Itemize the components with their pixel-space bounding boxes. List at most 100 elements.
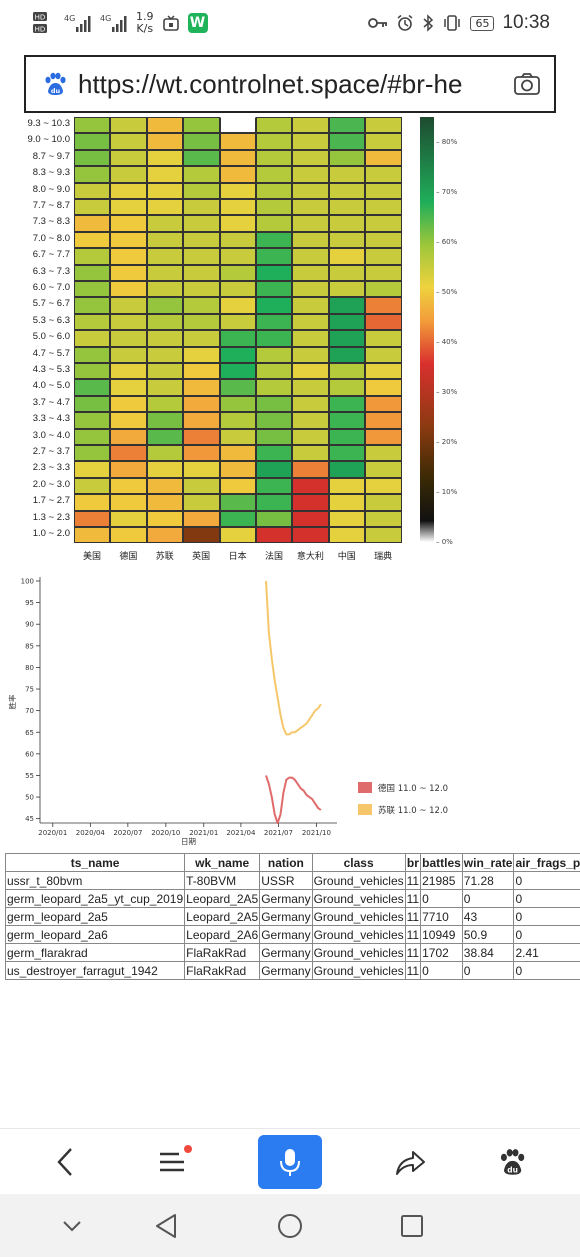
heatmap-cell[interactable]: [292, 346, 329, 363]
heatmap-cell[interactable]: [74, 149, 111, 167]
heatmap-cell[interactable]: [146, 395, 184, 413]
system-recents-button[interactable]: [394, 1208, 430, 1244]
heatmap-cell[interactable]: [219, 133, 256, 150]
heatmap-cell[interactable]: [183, 428, 220, 445]
heatmap-cell[interactable]: [146, 149, 184, 167]
heatmap-cell[interactable]: [256, 428, 293, 445]
heatmap-cell[interactable]: [183, 149, 220, 167]
heatmap-cell[interactable]: [146, 363, 184, 380]
share-button[interactable]: [378, 1135, 442, 1189]
heatmap-cell[interactable]: [292, 182, 329, 199]
heatmap-cell[interactable]: [292, 363, 329, 380]
heatmap-cell[interactable]: [219, 313, 256, 331]
heatmap-cell[interactable]: [292, 428, 329, 445]
table-header-cell[interactable]: win_rate: [461, 853, 515, 872]
heatmap-cell[interactable]: [328, 215, 366, 232]
heatmap-cell[interactable]: [292, 215, 329, 232]
heatmap-cell[interactable]: [74, 510, 111, 527]
table-header-cell[interactable]: nation: [259, 853, 313, 872]
heatmap-cell[interactable]: [183, 510, 220, 527]
heatmap-cell[interactable]: [328, 199, 366, 216]
heatmap-cell[interactable]: [219, 363, 256, 380]
system-home-button[interactable]: [272, 1208, 308, 1244]
heatmap-cell[interactable]: [292, 117, 329, 134]
heatmap-cell[interactable]: [328, 461, 366, 478]
heatmap-cell[interactable]: [146, 477, 184, 495]
url-text[interactable]: https://wt.controlnet.space/#br-he: [78, 68, 463, 99]
heatmap-cell[interactable]: [183, 379, 220, 396]
heatmap-cell[interactable]: [146, 412, 184, 429]
heatmap-cell[interactable]: [219, 395, 256, 413]
heatmap-cell[interactable]: [365, 117, 402, 134]
heatmap-cell[interactable]: [365, 215, 402, 232]
heatmap-cell[interactable]: [328, 231, 366, 249]
heatmap-cell[interactable]: [183, 117, 220, 134]
heatmap-cell[interactable]: [365, 346, 402, 363]
heatmap-cell[interactable]: [74, 363, 111, 380]
heatmap-cell[interactable]: [365, 477, 402, 495]
heatmap-cell[interactable]: [365, 330, 402, 347]
heatmap-cell[interactable]: [256, 182, 293, 199]
heatmap-cell[interactable]: [365, 412, 402, 429]
heatmap-cell[interactable]: [110, 346, 147, 363]
heatmap-cell[interactable]: [328, 346, 366, 363]
heatmap-cell[interactable]: [219, 527, 256, 544]
heatmap-cell[interactable]: [365, 379, 402, 396]
heatmap-cell[interactable]: [183, 281, 220, 298]
heatmap-cell[interactable]: [328, 494, 366, 511]
heatmap-cell[interactable]: [183, 297, 220, 314]
heatmap-cell[interactable]: [256, 149, 293, 167]
heatmap-cell[interactable]: [256, 215, 293, 232]
heatmap-cell[interactable]: [110, 330, 147, 347]
heatmap-cell[interactable]: [365, 395, 402, 413]
heatmap-cell[interactable]: [110, 412, 147, 429]
heatmap-cell[interactable]: [183, 363, 220, 380]
heatmap-cell[interactable]: [110, 117, 147, 134]
heatmap-cell[interactable]: [219, 428, 256, 445]
heatmap-cell[interactable]: [74, 133, 111, 150]
heatmap-cell[interactable]: [74, 297, 111, 314]
heatmap-cell[interactable]: [292, 166, 329, 183]
heatmap-cell[interactable]: [219, 412, 256, 429]
heatmap-cell[interactable]: [328, 510, 366, 527]
heatmap-cell[interactable]: [146, 445, 184, 462]
heatmap-cell[interactable]: [110, 297, 147, 314]
heatmap-cell[interactable]: [365, 281, 402, 298]
heatmap-cell[interactable]: [365, 461, 402, 478]
heatmap-cell[interactable]: [365, 494, 402, 511]
heatmap-cell[interactable]: [292, 510, 329, 527]
heatmap-cell[interactable]: [183, 231, 220, 249]
heatmap-cell[interactable]: [292, 412, 329, 429]
heatmap-cell[interactable]: [256, 445, 293, 462]
heatmap-cell[interactable]: [256, 494, 293, 511]
table-header-cell[interactable]: br: [404, 853, 422, 872]
heatmap-cell[interactable]: [110, 379, 147, 396]
heatmap-cell[interactable]: [146, 330, 184, 347]
heatmap-cell[interactable]: [219, 117, 256, 134]
table-header-cell[interactable]: class: [311, 853, 406, 872]
heatmap-cell[interactable]: [365, 166, 402, 183]
heatmap-cell[interactable]: [183, 461, 220, 478]
heatmap-cell[interactable]: [74, 346, 111, 363]
heatmap-cell[interactable]: [256, 379, 293, 396]
heatmap-cell[interactable]: [292, 149, 329, 167]
heatmap-cell[interactable]: [365, 133, 402, 150]
baidu-paw-icon[interactable]: du: [42, 71, 68, 97]
heatmap-cell[interactable]: [183, 248, 220, 265]
heatmap-cell[interactable]: [365, 313, 402, 331]
heatmap-cell[interactable]: [74, 281, 111, 298]
heatmap-cell[interactable]: [219, 281, 256, 298]
heatmap-cell[interactable]: [74, 330, 111, 347]
table-header-cell[interactable]: battles: [420, 853, 463, 872]
heatmap-cell[interactable]: [110, 428, 147, 445]
heatmap-cell[interactable]: [74, 248, 111, 265]
heatmap-cell[interactable]: [183, 527, 220, 544]
heatmap-cell[interactable]: [292, 477, 329, 495]
heatmap-cell[interactable]: [292, 264, 329, 281]
heatmap-cell[interactable]: [74, 264, 111, 281]
heatmap-cell[interactable]: [146, 461, 184, 478]
heatmap-cell[interactable]: [219, 346, 256, 363]
heatmap-cell[interactable]: [256, 264, 293, 281]
heatmap-cell[interactable]: [292, 395, 329, 413]
heatmap-cell[interactable]: [110, 510, 147, 527]
